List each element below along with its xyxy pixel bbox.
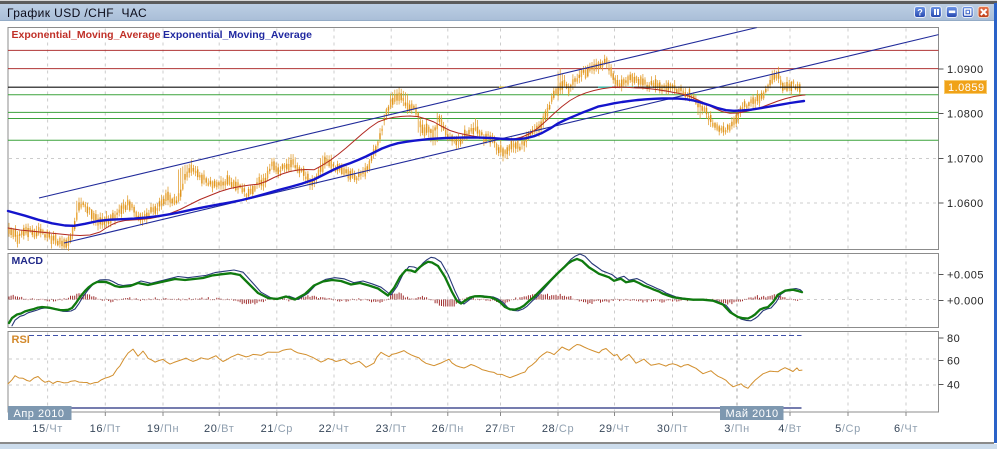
svg-text:27/Вт: 27/Вт — [485, 423, 515, 435]
svg-text:Май 2010: Май 2010 — [726, 408, 779, 420]
svg-text:1.0859: 1.0859 — [948, 82, 985, 94]
svg-text:23/Пт: 23/Пт — [376, 423, 407, 435]
svg-text:MACD: MACD — [12, 255, 44, 267]
svg-text:16/Пт: 16/Пт — [90, 423, 121, 435]
svg-text:1.0900: 1.0900 — [947, 64, 984, 76]
svg-text:6/Чт: 6/Чт — [894, 423, 918, 435]
svg-text:3/Пн: 3/Пн — [724, 423, 750, 435]
svg-text:Апр 2010: Апр 2010 — [14, 408, 65, 420]
svg-text:15/Чт: 15/Чт — [32, 423, 63, 435]
svg-text:26/Пн: 26/Пн — [432, 423, 464, 435]
svg-text:29/Чт: 29/Чт — [599, 423, 630, 435]
svg-text:22/Чт: 22/Чт — [319, 423, 350, 435]
svg-text:4/Вт: 4/Вт — [778, 423, 802, 435]
svg-text:Exponential_Moving_Average: Exponential_Moving_Average — [163, 29, 312, 41]
svg-text:Exponential_Moving_Average: Exponential_Moving_Average — [12, 29, 161, 41]
svg-text:+0.005: +0.005 — [947, 270, 984, 282]
svg-text:60: 60 — [947, 356, 960, 368]
svg-text:1.0700: 1.0700 — [947, 154, 984, 166]
svg-text:1.0800: 1.0800 — [947, 109, 984, 121]
svg-text:1.0600: 1.0600 — [947, 198, 984, 210]
svg-text:80: 80 — [947, 333, 960, 345]
svg-text:28/Ср: 28/Ср — [542, 423, 574, 435]
svg-text:19/Пн: 19/Пн — [147, 423, 179, 435]
svg-text:?: ? — [917, 8, 923, 18]
svg-text:40: 40 — [947, 380, 960, 392]
svg-text:21/Ср: 21/Ср — [261, 423, 293, 435]
svg-text:RSI: RSI — [12, 334, 30, 346]
svg-text:5/Ср: 5/Ср — [835, 423, 861, 435]
svg-text:+0.000: +0.000 — [947, 296, 984, 308]
svg-text:30/Пт: 30/Пт — [657, 423, 688, 435]
svg-text:20/Вт: 20/Вт — [204, 423, 234, 435]
